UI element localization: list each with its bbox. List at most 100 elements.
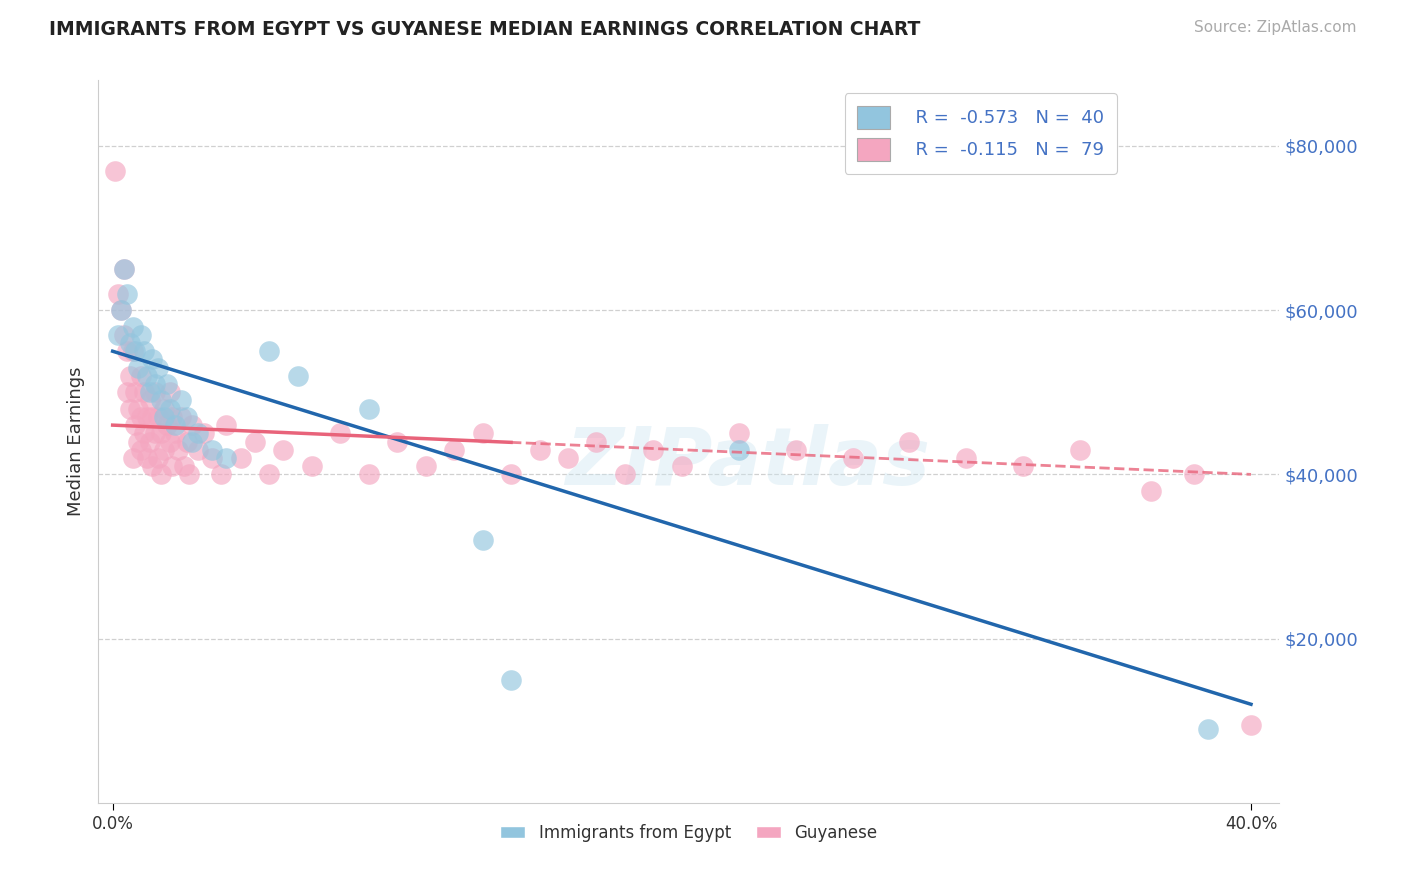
Point xyxy=(127,360,149,375)
Point xyxy=(209,467,232,482)
Point xyxy=(1069,442,1091,457)
Point xyxy=(187,426,209,441)
Point xyxy=(955,450,977,465)
Point xyxy=(257,344,280,359)
Point xyxy=(176,409,198,424)
Point xyxy=(415,459,437,474)
Point xyxy=(107,327,129,342)
Point xyxy=(118,401,141,416)
Point xyxy=(127,434,149,449)
Point xyxy=(118,336,141,351)
Point xyxy=(671,459,693,474)
Point xyxy=(162,409,184,424)
Point xyxy=(141,409,163,424)
Point xyxy=(143,385,166,400)
Point xyxy=(165,418,187,433)
Point xyxy=(215,450,238,465)
Point xyxy=(841,450,863,465)
Point xyxy=(785,442,807,457)
Point xyxy=(727,442,749,457)
Point xyxy=(287,368,309,383)
Y-axis label: Median Earnings: Median Earnings xyxy=(66,367,84,516)
Point xyxy=(148,450,170,465)
Text: ZIPatlas: ZIPatlas xyxy=(565,425,931,502)
Point xyxy=(643,442,665,457)
Point xyxy=(170,393,193,408)
Point xyxy=(156,377,179,392)
Point xyxy=(167,442,190,457)
Point xyxy=(329,426,352,441)
Point xyxy=(138,393,160,408)
Point xyxy=(150,393,173,408)
Point xyxy=(499,467,522,482)
Point xyxy=(301,459,323,474)
Point xyxy=(187,442,209,457)
Point xyxy=(193,426,215,441)
Point xyxy=(243,434,266,449)
Point xyxy=(107,286,129,301)
Point xyxy=(443,442,465,457)
Point xyxy=(112,262,135,277)
Point xyxy=(121,450,143,465)
Point xyxy=(357,467,380,482)
Point xyxy=(215,418,238,433)
Point xyxy=(201,450,224,465)
Point xyxy=(1197,722,1219,736)
Point xyxy=(153,409,176,424)
Point xyxy=(181,434,204,449)
Text: Source: ZipAtlas.com: Source: ZipAtlas.com xyxy=(1194,20,1357,35)
Point xyxy=(170,409,193,424)
Point xyxy=(357,401,380,416)
Point xyxy=(132,426,155,441)
Point xyxy=(148,360,170,375)
Point xyxy=(135,409,157,424)
Point xyxy=(159,401,181,416)
Point xyxy=(129,368,152,383)
Point xyxy=(129,442,152,457)
Point xyxy=(499,673,522,687)
Point xyxy=(153,401,176,416)
Point xyxy=(150,426,173,441)
Point xyxy=(529,442,551,457)
Point xyxy=(115,344,138,359)
Point xyxy=(159,385,181,400)
Point xyxy=(257,467,280,482)
Point xyxy=(127,401,149,416)
Point xyxy=(471,426,494,441)
Point xyxy=(104,163,127,178)
Point xyxy=(557,450,579,465)
Point xyxy=(124,385,146,400)
Point xyxy=(118,368,141,383)
Point xyxy=(387,434,409,449)
Point xyxy=(138,434,160,449)
Point xyxy=(201,442,224,457)
Point xyxy=(124,344,146,359)
Point xyxy=(141,352,163,367)
Point xyxy=(585,434,607,449)
Point xyxy=(727,426,749,441)
Point xyxy=(110,303,132,318)
Point xyxy=(613,467,636,482)
Point xyxy=(121,319,143,334)
Point xyxy=(121,344,143,359)
Point xyxy=(898,434,921,449)
Point xyxy=(143,426,166,441)
Point xyxy=(471,533,494,547)
Point xyxy=(143,377,166,392)
Point xyxy=(138,385,160,400)
Point xyxy=(135,450,157,465)
Point xyxy=(181,418,204,433)
Point xyxy=(129,409,152,424)
Point xyxy=(124,418,146,433)
Point xyxy=(176,434,198,449)
Point xyxy=(173,459,195,474)
Point xyxy=(132,385,155,400)
Point xyxy=(1140,483,1163,498)
Point xyxy=(150,467,173,482)
Point xyxy=(129,327,152,342)
Point xyxy=(115,286,138,301)
Point xyxy=(159,434,181,449)
Point xyxy=(132,344,155,359)
Point xyxy=(112,262,135,277)
Point xyxy=(229,450,252,465)
